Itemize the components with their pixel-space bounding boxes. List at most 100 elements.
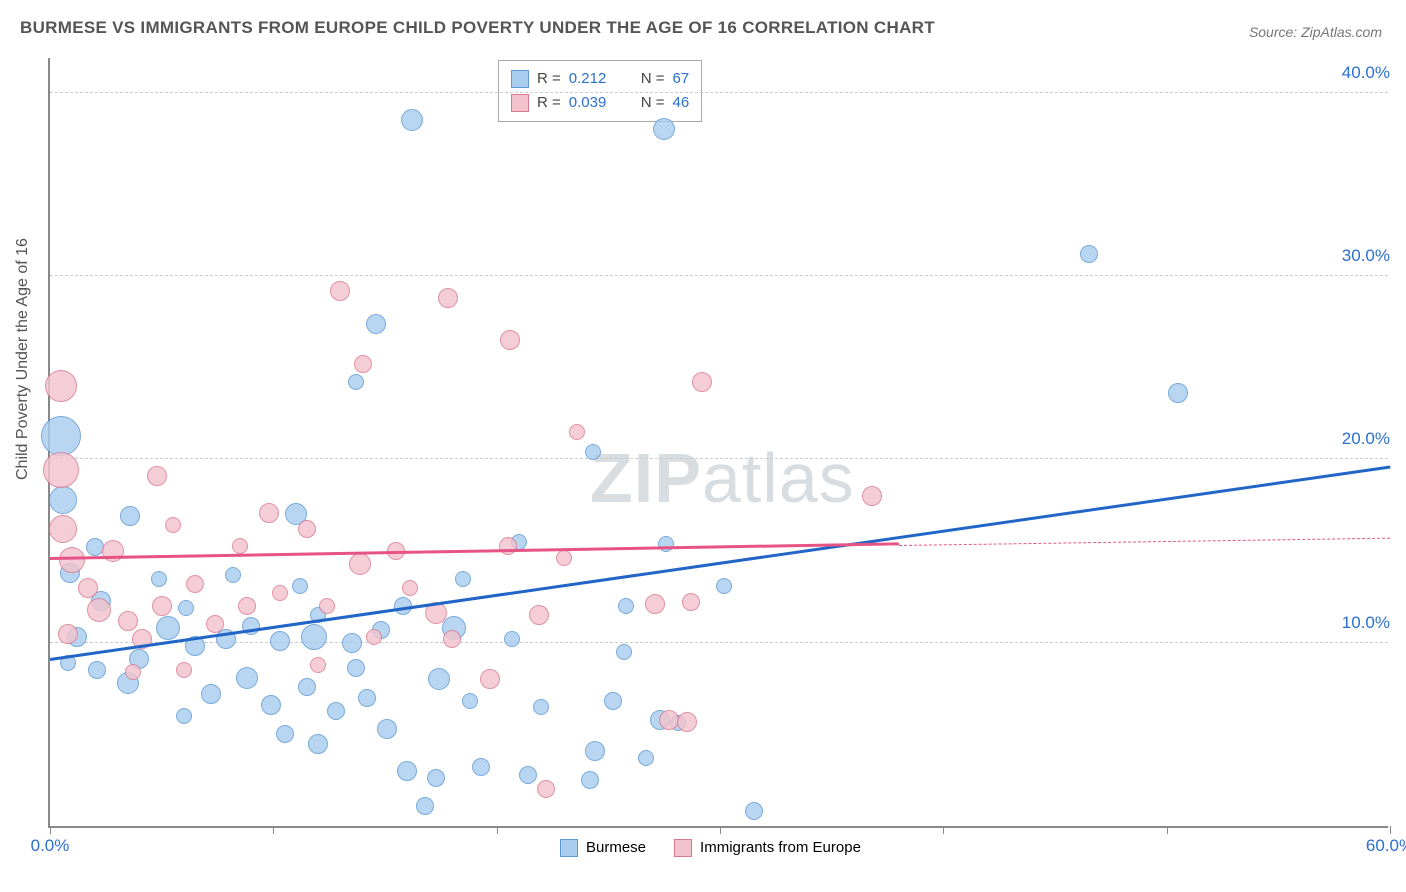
scatter-point [862, 486, 882, 506]
scatter-point [348, 374, 364, 390]
y-tick-label: 40.0% [1342, 63, 1390, 83]
scatter-point [87, 598, 111, 622]
scatter-point [504, 631, 520, 647]
scatter-point [402, 580, 418, 596]
scatter-point [653, 118, 675, 140]
scatter-point [416, 797, 434, 815]
y-tick-label: 30.0% [1342, 246, 1390, 266]
scatter-point [319, 598, 335, 614]
scatter-point [292, 578, 308, 594]
x-tick [50, 826, 51, 834]
scatter-point [176, 708, 192, 724]
scatter-point [58, 624, 78, 644]
scatter-point [604, 692, 622, 710]
scatter-point [125, 664, 141, 680]
swatch-burmese [511, 70, 529, 88]
scatter-point [358, 689, 376, 707]
y-axis-label: Child Poverty Under the Age of 16 [14, 238, 32, 480]
scatter-point [366, 629, 382, 645]
scatter-point [745, 802, 763, 820]
scatter-point [118, 611, 138, 631]
scatter-point [1168, 383, 1188, 403]
gridline [50, 458, 1388, 459]
chart-area: ZIPatlas R = 0.212 N = 67 R = 0.039 N = … [48, 58, 1388, 828]
scatter-point [347, 659, 365, 677]
scatter-point [178, 600, 194, 616]
scatter-point [677, 712, 697, 732]
scatter-point [43, 452, 79, 488]
scatter-point [45, 370, 77, 402]
legend-swatch-europe [674, 839, 692, 857]
scatter-point [272, 585, 288, 601]
scatter-point [232, 538, 248, 554]
watermark: ZIPatlas [590, 438, 855, 518]
y-tick-label: 20.0% [1342, 429, 1390, 449]
scatter-point [462, 693, 478, 709]
scatter-point [569, 424, 585, 440]
stats-row-burmese: R = 0.212 N = 67 [511, 67, 689, 91]
scatter-point [354, 355, 372, 373]
scatter-point [152, 596, 172, 616]
scatter-point [88, 661, 106, 679]
x-tick [497, 826, 498, 834]
scatter-point [533, 699, 549, 715]
scatter-point [692, 372, 712, 392]
x-tick [1167, 826, 1168, 834]
scatter-point [298, 520, 316, 538]
source-attribution: Source: ZipAtlas.com [1249, 24, 1382, 40]
scatter-point [638, 750, 654, 766]
trendline [50, 543, 899, 561]
scatter-point [585, 444, 601, 460]
scatter-point [176, 662, 192, 678]
scatter-point [201, 684, 221, 704]
gridline [50, 642, 1388, 643]
scatter-point [397, 761, 417, 781]
scatter-point [151, 571, 167, 587]
scatter-point [78, 578, 98, 598]
trendline-extrapolated [899, 537, 1390, 545]
x-label-right: 60.0% [1366, 836, 1406, 856]
scatter-point [261, 695, 281, 715]
x-tick [720, 826, 721, 834]
x-tick [273, 826, 274, 834]
x-tick [943, 826, 944, 834]
scatter-point [156, 616, 180, 640]
scatter-point [585, 741, 605, 761]
bottom-legend: Burmese Immigrants from Europe [560, 836, 861, 860]
x-tick [1390, 826, 1391, 834]
scatter-point [342, 633, 362, 653]
scatter-point [716, 578, 732, 594]
scatter-point [428, 668, 450, 690]
gridline [50, 275, 1388, 276]
scatter-point [682, 593, 700, 611]
plot-region: ZIPatlas R = 0.212 N = 67 R = 0.039 N = … [48, 58, 1388, 828]
scatter-point [480, 669, 500, 689]
scatter-point [301, 624, 327, 650]
scatter-point [455, 571, 471, 587]
scatter-point [165, 517, 181, 533]
scatter-point [401, 109, 423, 131]
scatter-point [556, 550, 572, 566]
scatter-point [377, 719, 397, 739]
gridline [50, 92, 1388, 93]
scatter-point [519, 766, 537, 784]
legend-item-europe: Immigrants from Europe [674, 836, 861, 860]
scatter-point [59, 547, 85, 573]
scatter-point [327, 702, 345, 720]
scatter-point [616, 644, 632, 660]
scatter-point [276, 725, 294, 743]
scatter-point [310, 657, 326, 673]
scatter-point [427, 769, 445, 787]
scatter-point [529, 605, 549, 625]
scatter-point [120, 506, 140, 526]
scatter-point [41, 416, 81, 456]
scatter-point [443, 630, 461, 648]
scatter-point [49, 486, 77, 514]
scatter-point [225, 567, 241, 583]
scatter-point [298, 678, 316, 696]
scatter-point [308, 734, 328, 754]
legend-swatch-burmese [560, 839, 578, 857]
legend-item-burmese: Burmese [560, 836, 646, 860]
x-label-left: 0.0% [31, 836, 70, 856]
scatter-point [537, 780, 555, 798]
